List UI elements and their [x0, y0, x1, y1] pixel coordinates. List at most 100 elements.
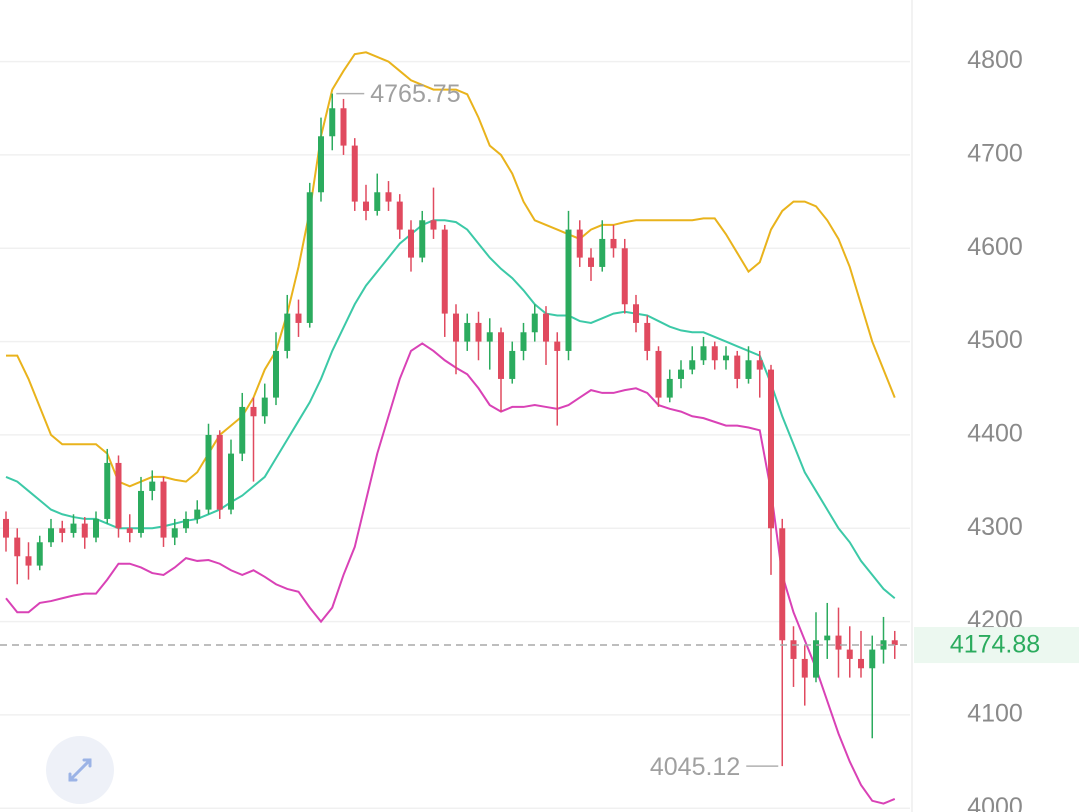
current-price-label: 4174.88	[950, 631, 1040, 659]
candle-body	[284, 313, 291, 351]
candle-body	[239, 406, 246, 454]
candle-body	[441, 229, 448, 314]
candle-body	[869, 649, 876, 669]
candle-body	[160, 481, 167, 538]
candle-body	[644, 322, 651, 351]
candles	[3, 93, 898, 767]
candle-body	[396, 201, 403, 230]
candle-body	[104, 462, 111, 519]
low-label: 4045.12	[650, 753, 740, 781]
candle-body	[351, 145, 358, 202]
candle-body	[59, 528, 66, 533]
candle-body	[194, 509, 201, 519]
candle-body	[318, 136, 324, 193]
candle-body	[835, 635, 842, 650]
candle-body	[340, 108, 347, 146]
grid	[0, 60, 910, 810]
candle-body	[554, 341, 561, 351]
candle-body	[228, 453, 234, 510]
expand-button[interactable]	[46, 736, 114, 804]
candle-body	[48, 528, 54, 543]
candle-body	[329, 108, 336, 137]
y-tick-label: 4000	[967, 793, 1023, 812]
candle-body	[633, 304, 639, 323]
candle-body	[149, 481, 156, 491]
candle-body	[689, 360, 696, 370]
candle-body	[205, 434, 212, 510]
candle-body	[385, 192, 392, 202]
candle-body	[520, 332, 527, 351]
candle-body	[880, 640, 887, 650]
candle-body	[790, 640, 797, 659]
candle-body	[126, 528, 133, 533]
candle-body	[93, 518, 99, 538]
candle-body	[295, 313, 302, 323]
candle-body	[599, 238, 606, 267]
candle-body	[813, 640, 819, 678]
candle-body	[216, 434, 223, 510]
candle-body	[273, 350, 279, 398]
candle-body	[250, 406, 257, 417]
candle-body	[453, 313, 459, 342]
candle-body	[374, 192, 381, 211]
candle-body	[576, 229, 583, 258]
candle-body	[756, 360, 763, 370]
candle-body	[768, 369, 774, 529]
candle-body	[711, 346, 718, 361]
candle-body	[846, 649, 853, 659]
high-label: 4765.75	[370, 80, 460, 108]
candle-body	[779, 528, 786, 641]
candle-body	[306, 192, 313, 323]
candle-body	[588, 257, 594, 267]
candle-body	[261, 397, 268, 417]
candle-body	[565, 229, 572, 351]
candle-body	[723, 355, 729, 361]
candle-body	[678, 369, 684, 379]
candle-body	[81, 523, 88, 538]
candle-body	[171, 528, 178, 538]
candle-body	[666, 378, 673, 398]
candle-body	[430, 220, 437, 230]
candle-body	[531, 313, 538, 333]
candle-body	[419, 220, 426, 258]
candle-body	[3, 518, 9, 538]
candle-body	[700, 346, 707, 361]
candle-body	[610, 238, 617, 249]
candle-body	[824, 635, 831, 641]
candle-body	[138, 490, 144, 533]
band-line	[6, 51, 896, 488]
candle-body	[475, 322, 482, 342]
candle-body	[655, 350, 662, 398]
y-tick-label: 4700	[967, 140, 1023, 168]
y-tick-label: 4800	[967, 46, 1023, 74]
candle-body	[891, 640, 898, 646]
current-price-box	[914, 627, 1079, 664]
candle-body	[14, 537, 21, 557]
y-tick-label: 4500	[967, 326, 1023, 354]
candle-body	[858, 658, 864, 669]
candle-body	[734, 355, 741, 379]
candle-body	[183, 518, 189, 529]
candle-body	[464, 322, 471, 342]
candle-body	[486, 332, 493, 342]
y-tick-label: 4600	[967, 233, 1023, 261]
candle-body	[36, 542, 43, 566]
y-tick-label: 4400	[967, 420, 1023, 448]
candle-body	[509, 350, 516, 379]
candle-body	[745, 360, 752, 379]
y-tick-label: 4100	[967, 700, 1023, 728]
candle-body	[498, 332, 504, 379]
candle-body	[543, 313, 549, 342]
candle-body	[70, 523, 77, 533]
band-line	[5, 342, 896, 805]
y-tick-label: 4300	[967, 513, 1023, 541]
band-line	[5, 219, 896, 600]
candle-body	[408, 229, 414, 258]
bands	[5, 51, 896, 805]
candle-body	[25, 556, 32, 566]
candle-body	[115, 462, 122, 529]
candle-body	[363, 201, 369, 211]
candle-body	[621, 248, 628, 305]
candle-body	[801, 658, 808, 678]
